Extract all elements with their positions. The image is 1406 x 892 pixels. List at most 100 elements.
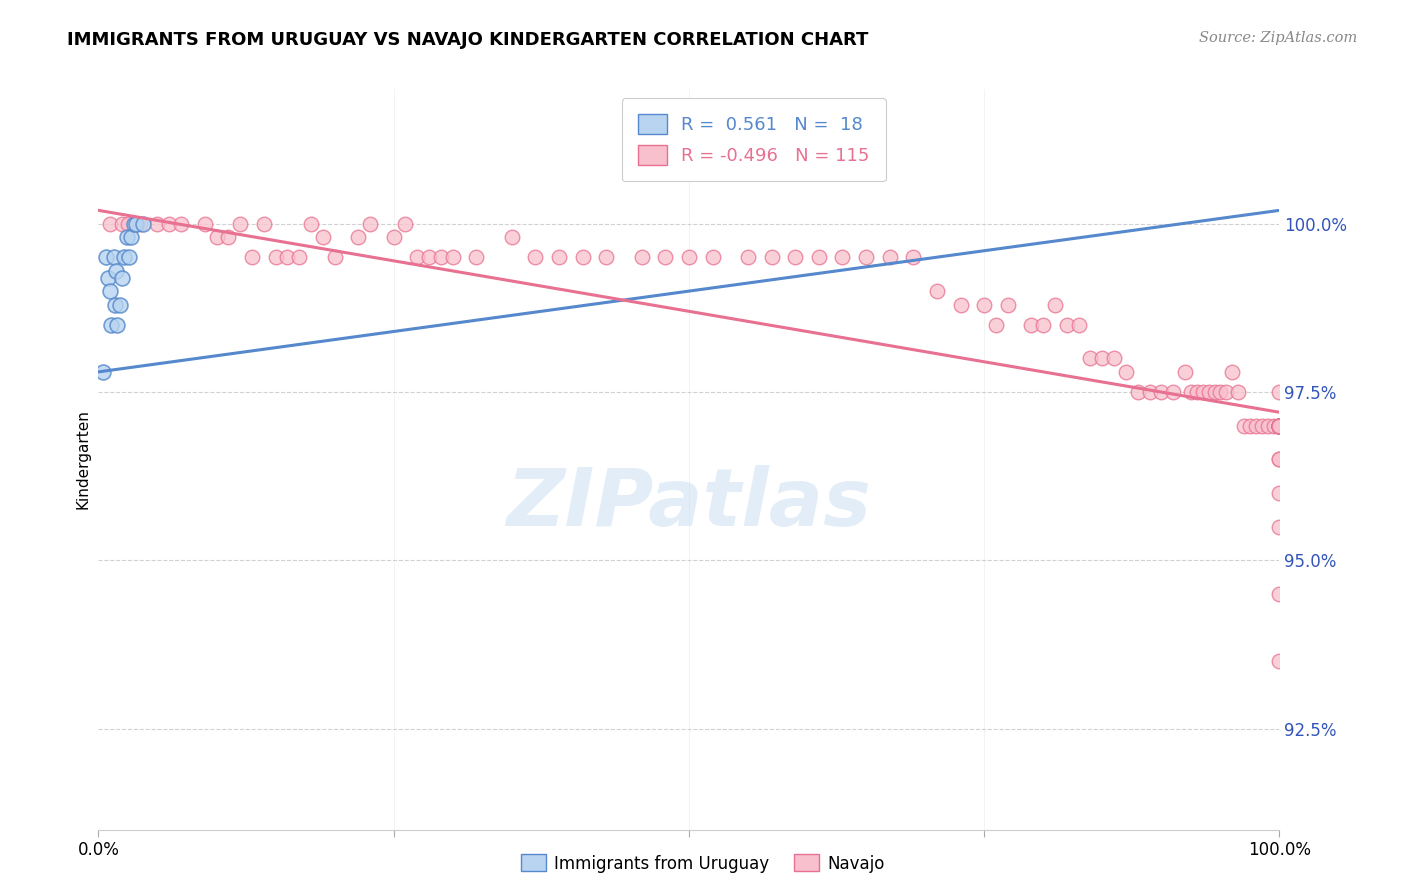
Text: Source: ZipAtlas.com: Source: ZipAtlas.com: [1198, 31, 1357, 45]
Point: [1268, 418, 1291, 433]
Point: [1268, 418, 1291, 433]
Point: [1191, 385, 1213, 400]
Point: [1032, 318, 1054, 332]
Point: [118, 251, 141, 265]
Text: ZIPatlas: ZIPatlas: [506, 465, 872, 543]
Point: [925, 284, 948, 298]
Point: [465, 251, 488, 265]
Point: [94, 251, 117, 265]
Point: [1257, 418, 1279, 433]
Point: [1215, 385, 1237, 400]
Point: [903, 251, 925, 265]
Point: [132, 217, 155, 231]
Point: [1268, 418, 1291, 433]
Point: [299, 217, 322, 231]
Point: [1209, 385, 1232, 400]
Point: [1227, 385, 1250, 400]
Point: [831, 251, 853, 265]
Point: [548, 251, 571, 265]
Point: [807, 251, 830, 265]
Point: [1268, 418, 1291, 433]
Point: [1161, 385, 1184, 400]
Point: [1067, 318, 1090, 332]
Point: [1268, 654, 1291, 668]
Point: [382, 230, 405, 244]
Point: [111, 270, 134, 285]
Point: [1239, 418, 1261, 433]
Point: [855, 251, 877, 265]
Point: [1139, 385, 1161, 400]
Point: [112, 251, 135, 265]
Point: [146, 217, 169, 231]
Point: [1268, 452, 1291, 467]
Point: [253, 217, 276, 231]
Point: [1268, 418, 1291, 433]
Point: [678, 251, 700, 265]
Point: [98, 284, 121, 298]
Point: [170, 217, 193, 231]
Point: [1180, 385, 1202, 400]
Point: [359, 217, 381, 231]
Y-axis label: Kindergarten: Kindergarten: [75, 409, 90, 509]
Point: [122, 217, 145, 231]
Point: [441, 251, 464, 265]
Point: [1115, 365, 1137, 379]
Point: [879, 251, 901, 265]
Point: [1185, 385, 1208, 400]
Point: [1080, 351, 1102, 366]
Point: [1268, 418, 1291, 433]
Point: [1220, 365, 1243, 379]
Point: [1021, 318, 1043, 332]
Point: [240, 251, 263, 265]
Point: [1268, 418, 1291, 433]
Point: [121, 230, 143, 244]
Point: [1268, 519, 1291, 533]
Point: [1233, 418, 1256, 433]
Point: [1268, 418, 1291, 433]
Point: [157, 217, 180, 231]
Point: [571, 251, 593, 265]
Legend: Immigrants from Uruguay, Navajo: Immigrants from Uruguay, Navajo: [515, 847, 891, 880]
Point: [1268, 418, 1291, 433]
Point: [1268, 587, 1291, 601]
Point: [1268, 452, 1291, 467]
Point: [115, 230, 138, 244]
Point: [595, 251, 617, 265]
Point: [1268, 418, 1291, 433]
Point: [654, 251, 676, 265]
Point: [117, 217, 139, 231]
Text: IMMIGRANTS FROM URUGUAY VS NAVAJO KINDERGARTEN CORRELATION CHART: IMMIGRANTS FROM URUGUAY VS NAVAJO KINDER…: [67, 31, 869, 49]
Point: [630, 251, 652, 265]
Point: [1268, 418, 1291, 433]
Point: [501, 230, 523, 244]
Point: [973, 297, 995, 311]
Point: [418, 251, 440, 265]
Point: [194, 217, 217, 231]
Point: [1268, 385, 1291, 400]
Legend: R =  0.561   N =  18, R = -0.496   N = 115: R = 0.561 N = 18, R = -0.496 N = 115: [621, 98, 886, 181]
Point: [100, 318, 122, 332]
Point: [785, 251, 807, 265]
Point: [1268, 486, 1291, 500]
Point: [984, 318, 1007, 332]
Point: [323, 251, 346, 265]
Point: [229, 217, 252, 231]
Point: [104, 297, 127, 311]
Point: [1268, 418, 1291, 433]
Point: [1268, 418, 1291, 433]
Point: [1174, 365, 1197, 379]
Point: [105, 318, 128, 332]
Point: [1043, 297, 1066, 311]
Point: [1204, 385, 1226, 400]
Point: [1268, 418, 1291, 433]
Point: [264, 251, 287, 265]
Point: [288, 251, 311, 265]
Point: [1250, 418, 1272, 433]
Point: [737, 251, 759, 265]
Point: [1056, 318, 1078, 332]
Point: [1263, 418, 1285, 433]
Point: [394, 217, 416, 231]
Point: [1102, 351, 1125, 366]
Point: [949, 297, 972, 311]
Point: [105, 264, 128, 278]
